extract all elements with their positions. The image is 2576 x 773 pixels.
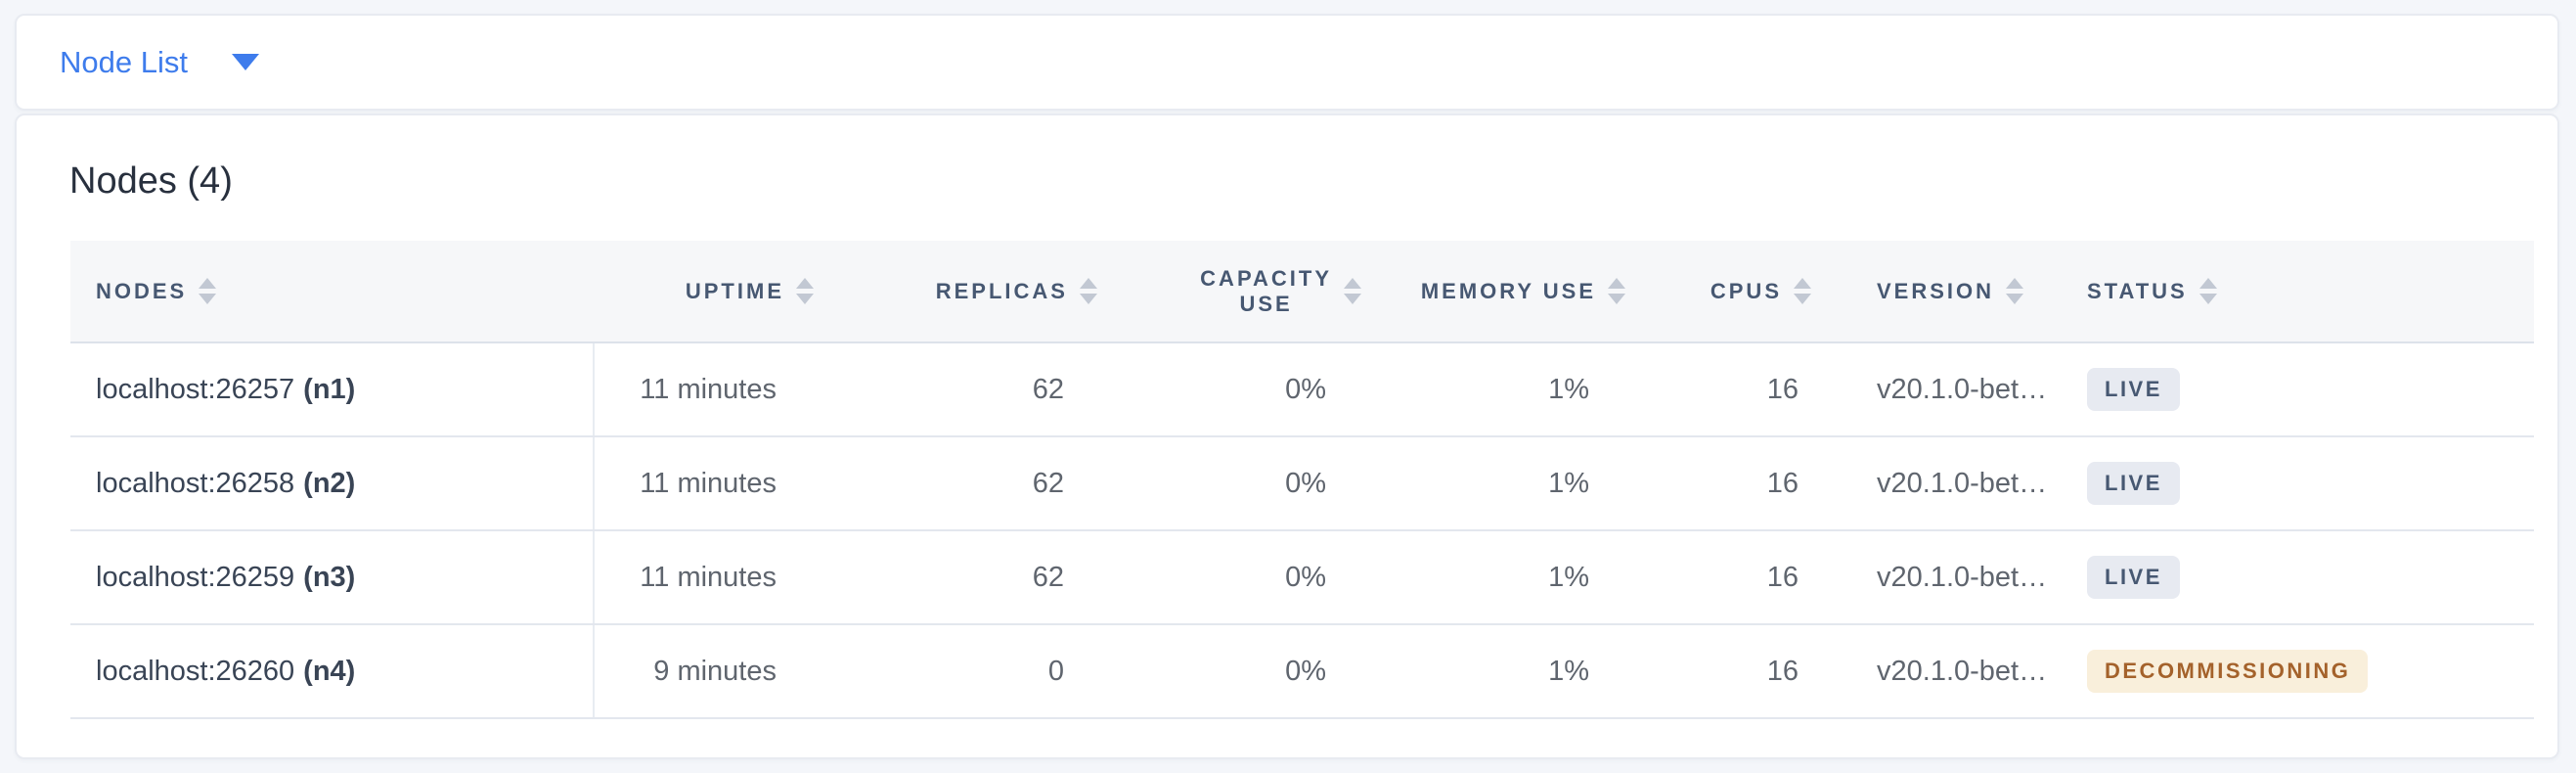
- column-header-nodes[interactable]: NODES: [70, 241, 594, 343]
- node-address-cell: localhost:26260 (n4): [70, 624, 595, 719]
- node-id: (n3): [303, 561, 356, 593]
- view-dropdown-bar: Node List: [15, 14, 2559, 111]
- column-header-version[interactable]: VERSION: [1850, 241, 2056, 343]
- uptime-cell: 11 minutes: [594, 342, 853, 437]
- column-header-capacity-use[interactable]: CAPACITY USE: [1136, 241, 1400, 343]
- sort-icon[interactable]: [796, 278, 814, 304]
- nodes-card: Nodes (4) NODES UPTIME REPLICAS: [15, 114, 2559, 759]
- version-cell: v20.1.0-bet…: [1850, 624, 2056, 719]
- status-cell: DECOMMISSIONING: [2056, 624, 2534, 719]
- sort-icon[interactable]: [199, 278, 217, 304]
- capacity-use-cell: 0%: [1136, 342, 1400, 437]
- table-row: localhost:26260 (n4) 9 minutes 0 0% 1% 16…: [70, 624, 2534, 719]
- status-badge: LIVE: [2087, 462, 2180, 505]
- version-cell: v20.1.0-bet…: [1850, 530, 2056, 625]
- memory-use-cell: 1%: [1400, 436, 1665, 531]
- cpus-cell: 16: [1665, 530, 1850, 625]
- memory-use-cell: 1%: [1400, 624, 1665, 719]
- table-row: localhost:26258 (n2) 11 minutes 62 0% 1% …: [70, 436, 2534, 531]
- sort-icon[interactable]: [1794, 278, 1811, 304]
- status-cell: LIVE: [2056, 342, 2534, 437]
- node-address-cell: localhost:26258 (n2): [70, 436, 595, 531]
- column-header-status[interactable]: STATUS: [2056, 241, 2534, 343]
- capacity-use-cell: 0%: [1136, 436, 1400, 531]
- cpus-cell: 16: [1665, 342, 1850, 437]
- node-address-cell: localhost:26259 (n3): [70, 530, 595, 625]
- version-cell: v20.1.0-bet…: [1850, 436, 2056, 531]
- version-cell: v20.1.0-bet…: [1850, 342, 2056, 437]
- memory-use-cell: 1%: [1400, 530, 1665, 625]
- sort-icon[interactable]: [1608, 278, 1625, 304]
- node-address-cell: localhost:26257 (n1): [70, 342, 595, 437]
- sort-icon[interactable]: [1344, 278, 1361, 304]
- nodes-table: NODES UPTIME REPLICAS CAPACITY USE MEMOR…: [70, 241, 2534, 719]
- capacity-use-cell: 0%: [1136, 530, 1400, 625]
- table-header-row: NODES UPTIME REPLICAS CAPACITY USE MEMOR…: [70, 241, 2534, 343]
- cpus-cell: 16: [1665, 624, 1850, 719]
- node-id: (n2): [303, 467, 356, 499]
- status-badge: DECOMMISSIONING: [2087, 650, 2369, 693]
- status-badge: LIVE: [2087, 368, 2180, 411]
- status-badge: LIVE: [2087, 556, 2180, 599]
- sort-icon[interactable]: [2198, 278, 2217, 304]
- memory-use-cell: 1%: [1400, 342, 1665, 437]
- node-id: (n1): [303, 373, 356, 405]
- status-cell: LIVE: [2056, 530, 2534, 625]
- cpus-cell: 16: [1665, 436, 1850, 531]
- caret-down-icon: [231, 54, 259, 70]
- replicas-cell: 0: [853, 624, 1136, 719]
- capacity-use-cell: 0%: [1136, 624, 1400, 719]
- node-id: (n4): [303, 655, 356, 687]
- uptime-cell: 11 minutes: [594, 436, 853, 531]
- status-cell: LIVE: [2056, 436, 2534, 531]
- page-title: Nodes (4): [69, 160, 233, 202]
- table-row: localhost:26257 (n1) 11 minutes 62 0% 1% …: [70, 342, 2534, 437]
- column-header-cpus[interactable]: CPUS: [1665, 241, 1850, 343]
- uptime-cell: 11 minutes: [594, 530, 853, 625]
- sort-icon[interactable]: [2006, 278, 2024, 304]
- replicas-cell: 62: [853, 436, 1136, 531]
- node-list-dropdown-label: Node List: [60, 44, 188, 79]
- replicas-cell: 62: [853, 342, 1136, 437]
- column-header-replicas[interactable]: REPLICAS: [853, 241, 1136, 343]
- uptime-cell: 9 minutes: [594, 624, 853, 719]
- column-header-uptime[interactable]: UPTIME: [594, 241, 853, 343]
- node-list-dropdown[interactable]: Node List: [60, 45, 259, 80]
- column-header-memory-use[interactable]: MEMORY USE: [1400, 241, 1665, 343]
- sort-icon[interactable]: [1080, 278, 1097, 304]
- replicas-cell: 62: [853, 530, 1136, 625]
- table-row: localhost:26259 (n3) 11 minutes 62 0% 1% …: [70, 530, 2534, 625]
